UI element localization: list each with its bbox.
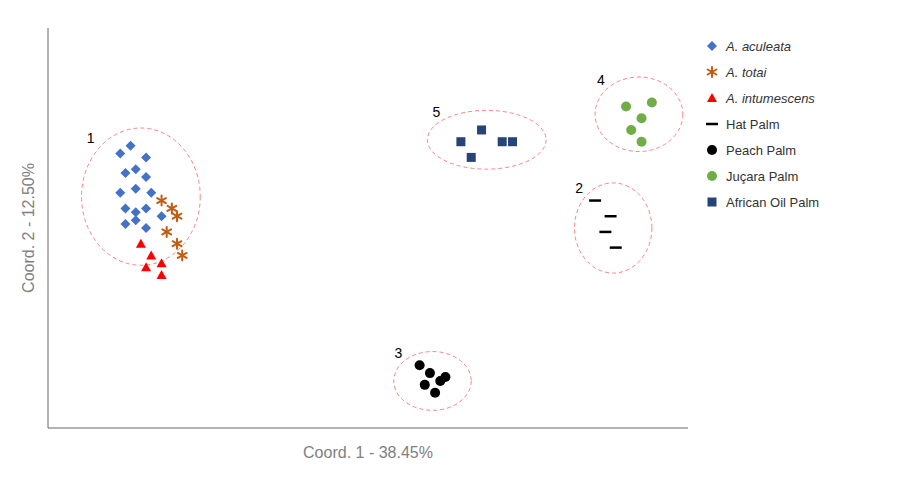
html-text:A. aculeata: A. aculeata <box>726 38 791 54</box>
svg-text:4: 4 <box>597 72 605 88</box>
html-text:Peach Palm: Peach Palm <box>726 142 797 158</box>
svg-text:Coord. 1 - 38.45%: Coord. 1 - 38.45% <box>303 444 433 461</box>
html-text:African Oil Palm: African Oil Palm <box>726 194 820 210</box>
svg-text:1: 1 <box>87 130 95 146</box>
svg-text:Coord. 2 - 12.50%: Coord. 2 - 12.50% <box>20 163 37 293</box>
html-text:A. intumescens: A. intumescens <box>726 90 815 106</box>
html-text:Juçara Palm: Juçara Palm <box>726 168 799 184</box>
svg-text:5: 5 <box>433 104 441 120</box>
svg-text:3: 3 <box>395 345 403 361</box>
html-text:A. totai: A. totai <box>726 64 767 80</box>
html-text:Hat Palm: Hat Palm <box>726 116 780 132</box>
svg-text:2: 2 <box>575 180 583 196</box>
